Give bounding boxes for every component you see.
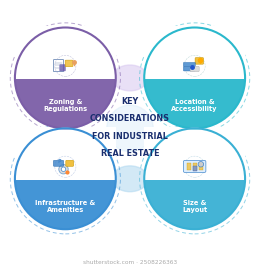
Text: Infrastructure &
Amenities: Infrastructure & Amenities [35, 200, 95, 213]
FancyBboxPatch shape [65, 60, 73, 67]
FancyBboxPatch shape [15, 26, 116, 79]
FancyBboxPatch shape [195, 58, 204, 64]
Circle shape [144, 128, 245, 229]
FancyBboxPatch shape [59, 64, 66, 71]
FancyBboxPatch shape [193, 166, 197, 171]
FancyBboxPatch shape [144, 26, 245, 79]
Circle shape [144, 128, 245, 229]
Circle shape [59, 165, 68, 174]
FancyBboxPatch shape [183, 160, 206, 172]
Text: P: P [57, 159, 61, 164]
FancyBboxPatch shape [53, 60, 64, 72]
Circle shape [144, 27, 245, 128]
Ellipse shape [182, 110, 207, 146]
Circle shape [61, 167, 66, 171]
Ellipse shape [112, 166, 148, 192]
FancyBboxPatch shape [144, 127, 245, 180]
Text: Location &
Accessibility: Location & Accessibility [171, 99, 218, 112]
Text: Size &
Layout: Size & Layout [182, 200, 207, 213]
Text: shutterstock.com · 2508226363: shutterstock.com · 2508226363 [83, 260, 177, 265]
Text: Zoning &
Regulations: Zoning & Regulations [43, 99, 87, 112]
Text: REAL ESTATE: REAL ESTATE [101, 150, 159, 158]
Circle shape [198, 162, 204, 167]
Circle shape [15, 27, 116, 128]
Text: KEY: KEY [121, 97, 139, 106]
FancyBboxPatch shape [187, 163, 191, 170]
Text: CONSIDERATIONS: CONSIDERATIONS [90, 114, 170, 123]
FancyBboxPatch shape [183, 62, 196, 67]
Circle shape [15, 128, 116, 229]
FancyBboxPatch shape [15, 127, 116, 180]
Ellipse shape [107, 105, 153, 152]
Ellipse shape [112, 65, 148, 91]
Circle shape [144, 27, 245, 128]
Circle shape [15, 128, 116, 229]
Circle shape [15, 27, 116, 128]
FancyBboxPatch shape [53, 160, 64, 166]
FancyBboxPatch shape [66, 160, 74, 166]
FancyBboxPatch shape [190, 66, 199, 72]
Ellipse shape [53, 110, 78, 146]
Text: FOR INDUSTRIAL: FOR INDUSTRIAL [92, 132, 168, 141]
FancyBboxPatch shape [193, 163, 197, 170]
FancyBboxPatch shape [199, 163, 203, 170]
FancyBboxPatch shape [183, 67, 196, 71]
